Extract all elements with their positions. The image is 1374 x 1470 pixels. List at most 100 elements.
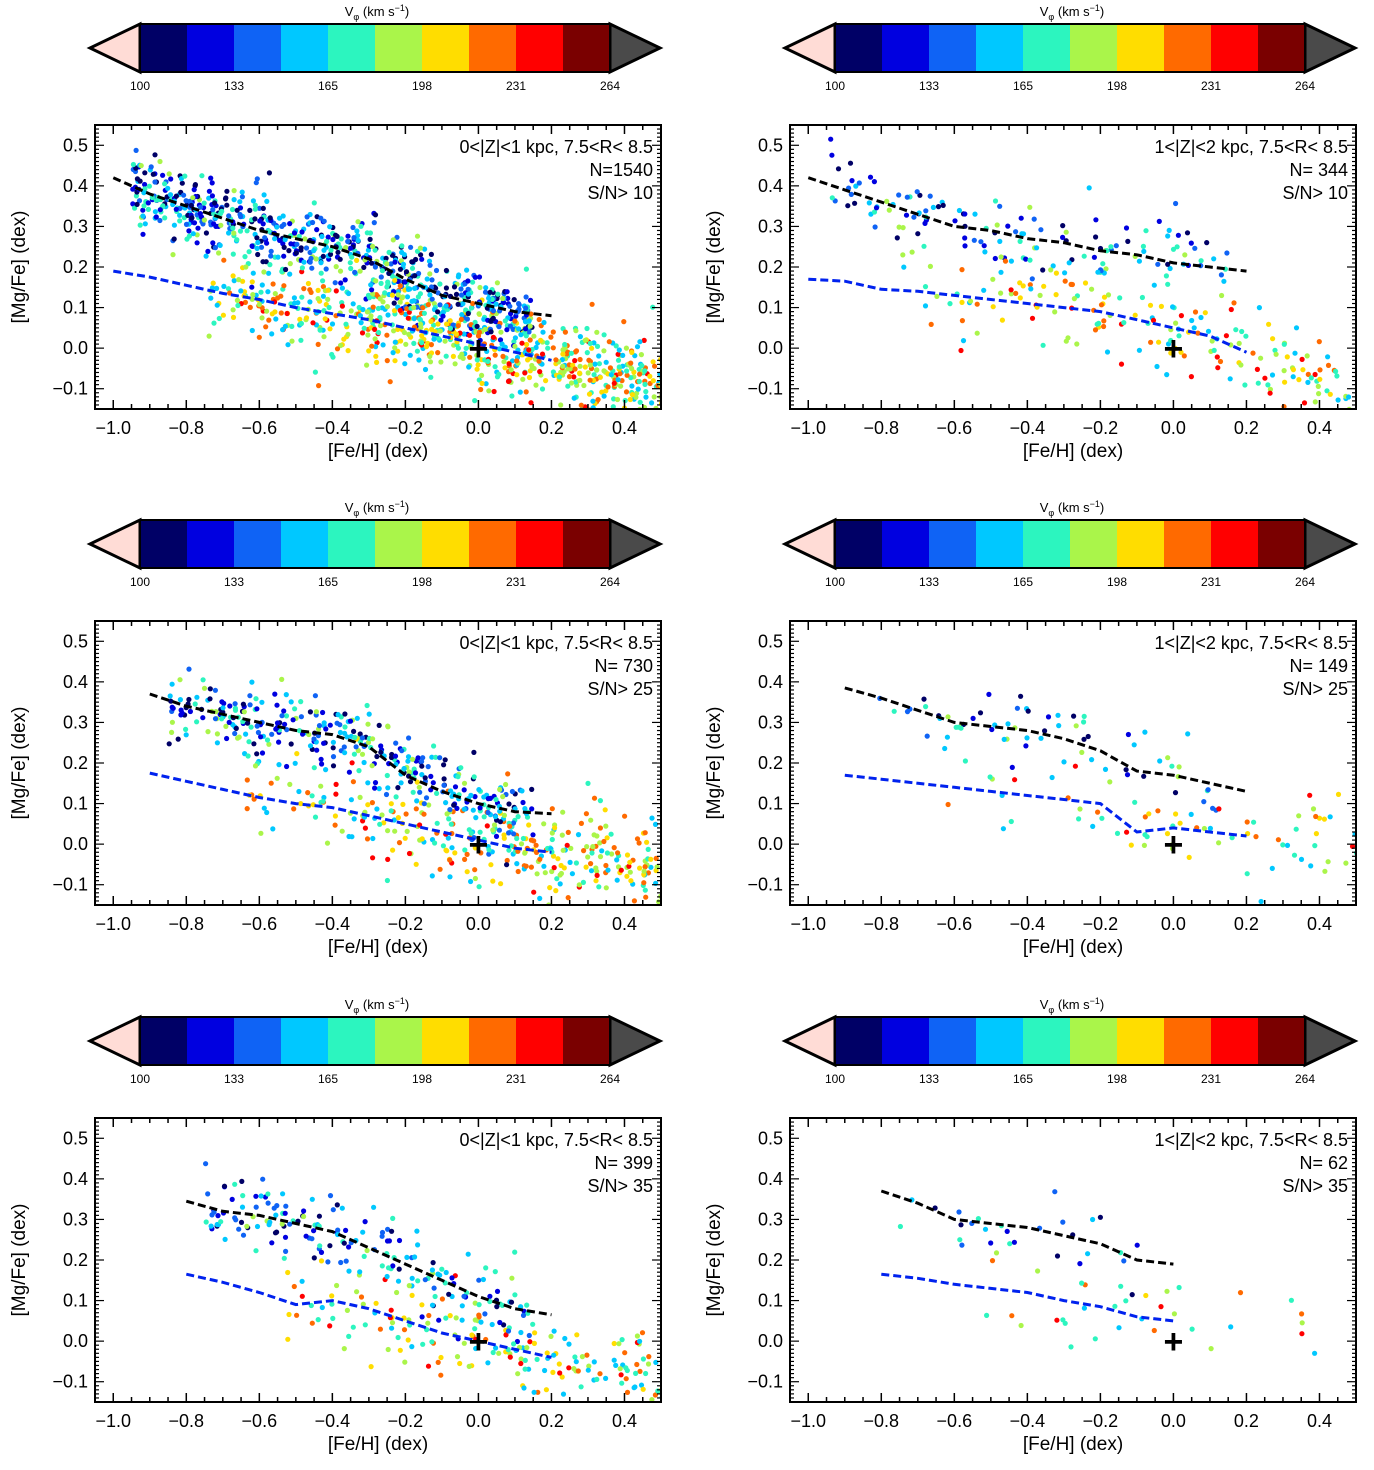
data-point <box>330 237 335 242</box>
data-point <box>483 290 488 295</box>
data-point <box>656 420 661 425</box>
x-tick-label: −1.0 <box>95 1411 131 1431</box>
data-point <box>146 200 151 205</box>
data-point <box>568 860 573 865</box>
data-point <box>313 815 318 820</box>
data-point <box>609 372 614 377</box>
data-point <box>360 330 365 335</box>
data-point <box>362 760 367 765</box>
plot-frame <box>790 1118 1356 1402</box>
data-point <box>503 782 508 787</box>
data-point <box>1019 1323 1024 1328</box>
data-point <box>436 1360 441 1365</box>
data-point <box>550 1370 555 1375</box>
data-point <box>921 244 926 249</box>
data-point <box>351 235 356 240</box>
data-point <box>1146 811 1151 816</box>
data-point <box>572 396 577 401</box>
data-point <box>1343 861 1348 866</box>
data-point <box>423 1277 428 1282</box>
data-point <box>681 419 686 424</box>
data-point <box>1262 376 1267 381</box>
data-point <box>319 1258 324 1263</box>
data-point <box>1005 721 1010 726</box>
data-point <box>377 723 382 728</box>
data-point <box>447 874 452 879</box>
data-point <box>443 757 448 762</box>
data-point <box>527 1339 532 1344</box>
data-point <box>266 318 271 323</box>
colorbar-segment <box>1211 1017 1259 1065</box>
data-point <box>243 732 248 737</box>
data-point <box>352 270 357 275</box>
data-point <box>521 836 526 841</box>
colorbar-tick-label: 100 <box>825 575 845 589</box>
colorbar-segment <box>1023 520 1071 568</box>
data-point <box>487 1294 492 1299</box>
data-point <box>1148 303 1153 308</box>
data-point <box>688 419 693 424</box>
data-point <box>574 1332 579 1337</box>
data-point <box>257 302 262 307</box>
data-point <box>1085 1251 1090 1256</box>
data-point <box>1024 735 1029 740</box>
data-point <box>435 350 440 355</box>
colorbar-over-arrow <box>610 520 660 568</box>
data-point <box>437 302 442 307</box>
data-point <box>340 286 345 291</box>
data-point <box>680 896 685 901</box>
data-point <box>1300 1320 1305 1325</box>
data-point <box>660 423 665 428</box>
data-point <box>947 301 952 306</box>
data-point <box>1009 287 1014 292</box>
data-point <box>573 366 578 371</box>
data-point <box>584 811 589 816</box>
data-point <box>972 238 977 243</box>
data-point <box>1092 255 1097 260</box>
panel-annotation-line: N= 399 <box>594 1153 653 1173</box>
data-point <box>1026 709 1031 714</box>
data-point <box>545 1350 550 1355</box>
data-point <box>280 1191 285 1196</box>
data-point <box>619 1372 624 1377</box>
data-point <box>273 291 278 296</box>
data-point <box>361 265 366 270</box>
data-point <box>530 1322 535 1327</box>
data-point <box>355 219 360 224</box>
data-point <box>493 814 498 819</box>
data-point <box>686 829 691 834</box>
data-point <box>260 282 265 287</box>
data-point <box>1157 758 1162 763</box>
colorbar-tick-label: 100 <box>825 79 845 93</box>
data-point <box>486 296 491 301</box>
data-point <box>982 243 987 248</box>
data-point <box>1012 1240 1017 1245</box>
data-point <box>158 207 163 212</box>
data-point <box>213 716 218 721</box>
data-point <box>1201 799 1206 804</box>
data-point <box>597 1371 602 1376</box>
data-point <box>403 342 408 347</box>
data-point <box>397 840 402 845</box>
data-point <box>346 1334 351 1339</box>
data-point <box>462 807 467 812</box>
data-point <box>274 703 279 708</box>
data-point <box>670 841 675 846</box>
data-point <box>627 411 632 416</box>
data-point <box>224 736 229 741</box>
data-point <box>552 825 557 830</box>
data-point <box>1013 291 1018 296</box>
data-point <box>368 237 373 242</box>
data-point <box>421 812 426 817</box>
data-point <box>1243 334 1248 339</box>
data-point <box>602 394 607 399</box>
data-point <box>504 327 509 332</box>
thick-disk-trend-line <box>881 1191 1173 1264</box>
data-point <box>1132 742 1137 747</box>
data-point <box>153 209 158 214</box>
data-point <box>377 786 382 791</box>
data-point <box>598 825 603 830</box>
colorbar-over-arrow <box>1305 24 1355 72</box>
data-point <box>538 338 543 343</box>
